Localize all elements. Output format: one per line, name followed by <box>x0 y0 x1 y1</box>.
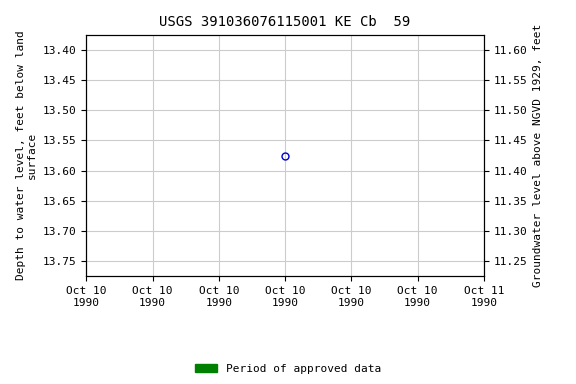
Y-axis label: Depth to water level, feet below land
surface: Depth to water level, feet below land su… <box>16 31 37 280</box>
Legend: Period of approved data: Period of approved data <box>191 359 385 379</box>
Y-axis label: Groundwater level above NGVD 1929, feet: Groundwater level above NGVD 1929, feet <box>533 24 543 287</box>
Title: USGS 391036076115001 KE Cb  59: USGS 391036076115001 KE Cb 59 <box>160 15 411 29</box>
